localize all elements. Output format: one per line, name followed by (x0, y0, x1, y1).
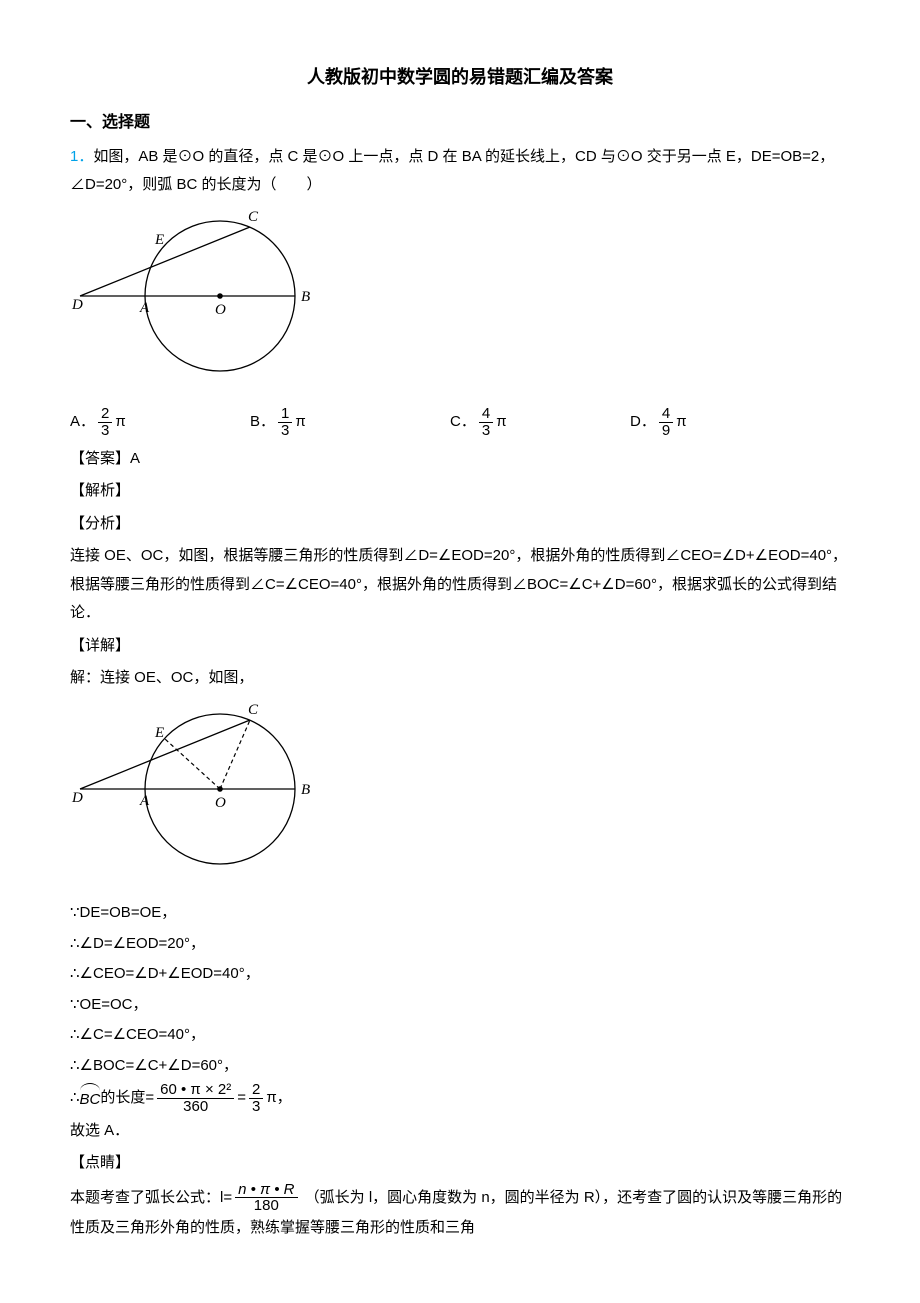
step-3: ∴∠CEO=∠D+∠EOD=40°， (70, 960, 850, 989)
option-c: C． 43 π (450, 406, 630, 439)
step-4: ∵OE=OC， (70, 991, 850, 1020)
svg-text:D: D (71, 790, 83, 806)
conclusion: 故选 A． (70, 1117, 850, 1146)
figure-2: D A O B E C (70, 699, 850, 890)
question-number: 1． (70, 148, 93, 165)
step-6: ∴∠BOC=∠C+∠D=60°， (70, 1052, 850, 1081)
option-d: D． 49 π (630, 406, 687, 439)
detail-intro: 解：连接 OE、OC，如图， (70, 664, 850, 693)
svg-text:E: E (154, 725, 164, 741)
svg-text:C: C (248, 702, 259, 718)
fx-label: 【分析】 (70, 510, 850, 539)
figure-1: D A O B E C (70, 206, 850, 397)
dj-text: 本题考查了弧长公式：l=n • π • R180 （弧长为 l，圆心角度数为 n… (70, 1189, 842, 1236)
svg-text:O: O (215, 795, 226, 811)
arc-length-line: ∴ BC 的长度= 60 • π × 2²360 = 23 π， (70, 1082, 850, 1115)
fx-text: 连接 OE、OC，如图，根据等腰三角形的性质得到∠D=∠EOD=20°，根据外角… (70, 542, 850, 628)
option-b: B． 13 π (250, 406, 450, 439)
step-2: ∴∠D=∠EOD=20°， (70, 930, 850, 959)
answer-label: 【答案】A (70, 445, 850, 474)
svg-text:E: E (154, 232, 164, 248)
dj-label: 【点睛】 (70, 1149, 850, 1178)
svg-text:D: D (71, 297, 83, 313)
svg-text:B: B (301, 289, 310, 305)
detail-label: 【详解】 (70, 632, 850, 661)
svg-text:A: A (139, 300, 150, 316)
page-title: 人教版初中数学圆的易错题汇编及答案 (70, 60, 850, 94)
option-a: A． 23 π (70, 406, 250, 439)
question-1-stem: 1．如图，AB 是⊙O 的直径，点 C 是⊙O 上一点，点 D 在 BA 的延长… (70, 143, 850, 200)
options-row: A． 23 π B． 13 π C． 43 π D． 49 π (70, 406, 850, 439)
section-header-1: 一、选择题 (70, 108, 850, 138)
svg-text:B: B (301, 782, 310, 798)
svg-text:A: A (139, 793, 150, 809)
analysis-label: 【解析】 (70, 477, 850, 506)
svg-text:C: C (248, 209, 259, 225)
svg-text:O: O (215, 302, 226, 318)
arc-bc: BC (80, 1083, 101, 1115)
step-5: ∴∠C=∠CEO=40°， (70, 1021, 850, 1050)
step-1: ∵DE=OB=OE， (70, 899, 850, 928)
question-text: 如图，AB 是⊙O 的直径，点 C 是⊙O 上一点，点 D 在 BA 的延长线上… (70, 148, 834, 194)
